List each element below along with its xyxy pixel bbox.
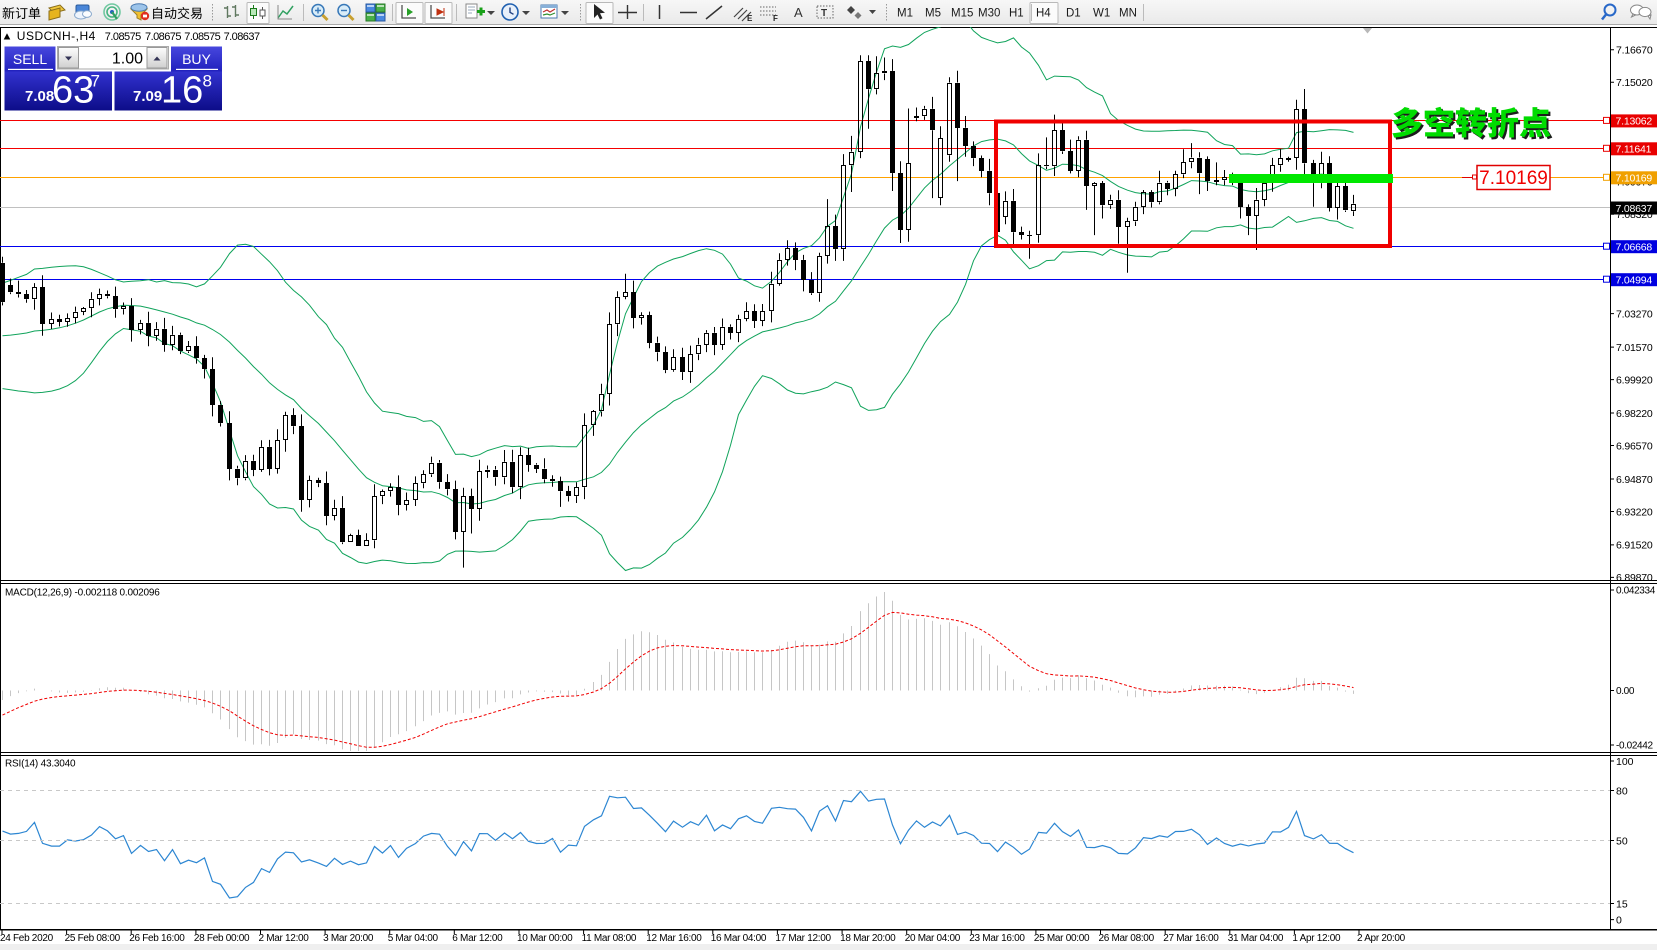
svg-text:24 Feb 2020: 24 Feb 2020 xyxy=(0,933,54,944)
svg-text:E: E xyxy=(747,14,753,23)
svg-text:H4: H4 xyxy=(1036,8,1051,20)
svg-text:28 Feb 00:00: 28 Feb 00:00 xyxy=(194,933,250,944)
svg-text:RSI(14) 43.3040: RSI(14) 43.3040 xyxy=(5,759,76,770)
svg-text:63: 63 xyxy=(52,70,94,112)
svg-text:6.89870: 6.89870 xyxy=(1616,572,1653,584)
svg-text:6.91520: 6.91520 xyxy=(1616,540,1653,552)
svg-text:50: 50 xyxy=(1616,835,1628,847)
svg-text:12 Mar 16:00: 12 Mar 16:00 xyxy=(646,933,702,944)
svg-text:23 Mar 16:00: 23 Mar 16:00 xyxy=(969,933,1025,944)
svg-text:M15: M15 xyxy=(951,8,973,20)
svg-text:M30: M30 xyxy=(978,8,1000,20)
svg-text:MN: MN xyxy=(1119,8,1137,20)
svg-text:8: 8 xyxy=(203,72,212,91)
svg-text:20 Mar 04:00: 20 Mar 04:00 xyxy=(905,933,961,944)
svg-text:7.10169: 7.10169 xyxy=(1616,173,1653,185)
svg-text:7.08637: 7.08637 xyxy=(224,31,260,43)
svg-text:27 Mar 16:00: 27 Mar 16:00 xyxy=(1163,933,1219,944)
svg-text:M1: M1 xyxy=(897,8,913,20)
svg-text:7.08675: 7.08675 xyxy=(145,31,181,43)
svg-text:7.09: 7.09 xyxy=(133,88,162,105)
svg-text:USDCNH-,H4: USDCNH-,H4 xyxy=(17,29,96,43)
svg-text:3 Mar 20:00: 3 Mar 20:00 xyxy=(323,933,374,944)
svg-text:-0.02442: -0.02442 xyxy=(1616,741,1653,752)
svg-text:2 Mar 12:00: 2 Mar 12:00 xyxy=(259,933,310,944)
svg-text:80: 80 xyxy=(1616,785,1628,797)
svg-text:0.00: 0.00 xyxy=(1616,686,1635,697)
svg-text:100: 100 xyxy=(1616,756,1634,768)
svg-text:15: 15 xyxy=(1616,898,1628,910)
svg-text:11 Mar 08:00: 11 Mar 08:00 xyxy=(582,933,637,944)
svg-text:7.01570: 7.01570 xyxy=(1616,342,1653,354)
svg-text:W1: W1 xyxy=(1093,8,1110,20)
svg-text:6.94870: 6.94870 xyxy=(1616,474,1653,486)
svg-text:7.08575: 7.08575 xyxy=(105,31,141,43)
svg-text:7.16670: 7.16670 xyxy=(1616,45,1653,57)
svg-text:7.11641: 7.11641 xyxy=(1616,144,1652,156)
svg-text:10 Mar 00:00: 10 Mar 00:00 xyxy=(517,933,573,944)
svg-text:16 Mar 04:00: 16 Mar 04:00 xyxy=(711,933,767,944)
svg-text:31 Mar 04:00: 31 Mar 04:00 xyxy=(1228,933,1284,944)
svg-text:M5: M5 xyxy=(925,8,941,20)
svg-text:7.08575: 7.08575 xyxy=(184,31,220,43)
svg-text:18 Mar 20:00: 18 Mar 20:00 xyxy=(840,933,896,944)
svg-text:T: T xyxy=(821,8,827,19)
svg-text:6.93220: 6.93220 xyxy=(1616,506,1653,518)
svg-text:SELL: SELL xyxy=(13,51,47,67)
svg-text:H1: H1 xyxy=(1009,8,1024,20)
svg-text:7.08637: 7.08637 xyxy=(1616,203,1653,215)
svg-text:F: F xyxy=(773,14,778,23)
svg-text:D1: D1 xyxy=(1066,8,1081,20)
svg-text:0.042334: 0.042334 xyxy=(1616,586,1656,597)
svg-text:6.98220: 6.98220 xyxy=(1616,408,1653,420)
svg-text:16: 16 xyxy=(161,70,203,112)
svg-text:6.99920: 6.99920 xyxy=(1616,374,1653,386)
svg-text:7.13062: 7.13062 xyxy=(1616,116,1653,128)
svg-text:7.04994: 7.04994 xyxy=(1616,275,1653,287)
svg-text:6 Mar 12:00: 6 Mar 12:00 xyxy=(452,933,503,944)
svg-text:7.03270: 7.03270 xyxy=(1616,308,1653,320)
svg-text:7.15020: 7.15020 xyxy=(1616,77,1653,89)
svg-text:BUY: BUY xyxy=(182,51,211,67)
svg-text:1 Apr 12:00: 1 Apr 12:00 xyxy=(1292,933,1341,944)
svg-text:7: 7 xyxy=(91,72,100,91)
svg-text:7.06668: 7.06668 xyxy=(1616,242,1653,254)
svg-text:26 Mar 08:00: 26 Mar 08:00 xyxy=(1099,933,1155,944)
svg-text:25 Mar 00:00: 25 Mar 00:00 xyxy=(1034,933,1090,944)
svg-text:26 Feb 16:00: 26 Feb 16:00 xyxy=(129,933,185,944)
svg-text:5 Mar 04:00: 5 Mar 04:00 xyxy=(388,933,439,944)
svg-text:7.08: 7.08 xyxy=(25,88,54,105)
svg-text:6.96570: 6.96570 xyxy=(1616,440,1653,452)
svg-text:A: A xyxy=(794,5,803,20)
svg-text:25 Feb 08:00: 25 Feb 08:00 xyxy=(65,933,121,944)
svg-text:2 Apr 20:00: 2 Apr 20:00 xyxy=(1357,933,1406,944)
svg-text:17 Mar 12:00: 17 Mar 12:00 xyxy=(775,933,831,944)
svg-text:7.10169: 7.10169 xyxy=(1479,168,1548,189)
svg-text:0: 0 xyxy=(1616,914,1622,926)
svg-text:MACD(12,26,9) -0.002118 0.0020: MACD(12,26,9) -0.002118 0.002096 xyxy=(5,588,160,599)
svg-text:1.00: 1.00 xyxy=(112,51,143,68)
